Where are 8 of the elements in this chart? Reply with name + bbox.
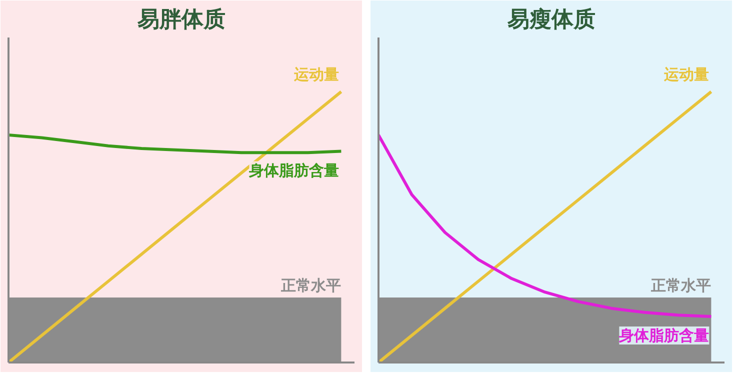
chart-title: 易胖体质 — [136, 8, 226, 32]
series-label: 运动量 — [293, 66, 340, 84]
band-label: 正常水平 — [280, 276, 342, 294]
series-label: 身体脂肪含量 — [248, 161, 340, 180]
chart-title: 易瘦体质 — [506, 6, 596, 32]
series-label: 运动量 — [663, 66, 710, 84]
band-label: 正常水平 — [650, 276, 712, 294]
series-label: 身体脂肪含量 — [618, 326, 710, 344]
